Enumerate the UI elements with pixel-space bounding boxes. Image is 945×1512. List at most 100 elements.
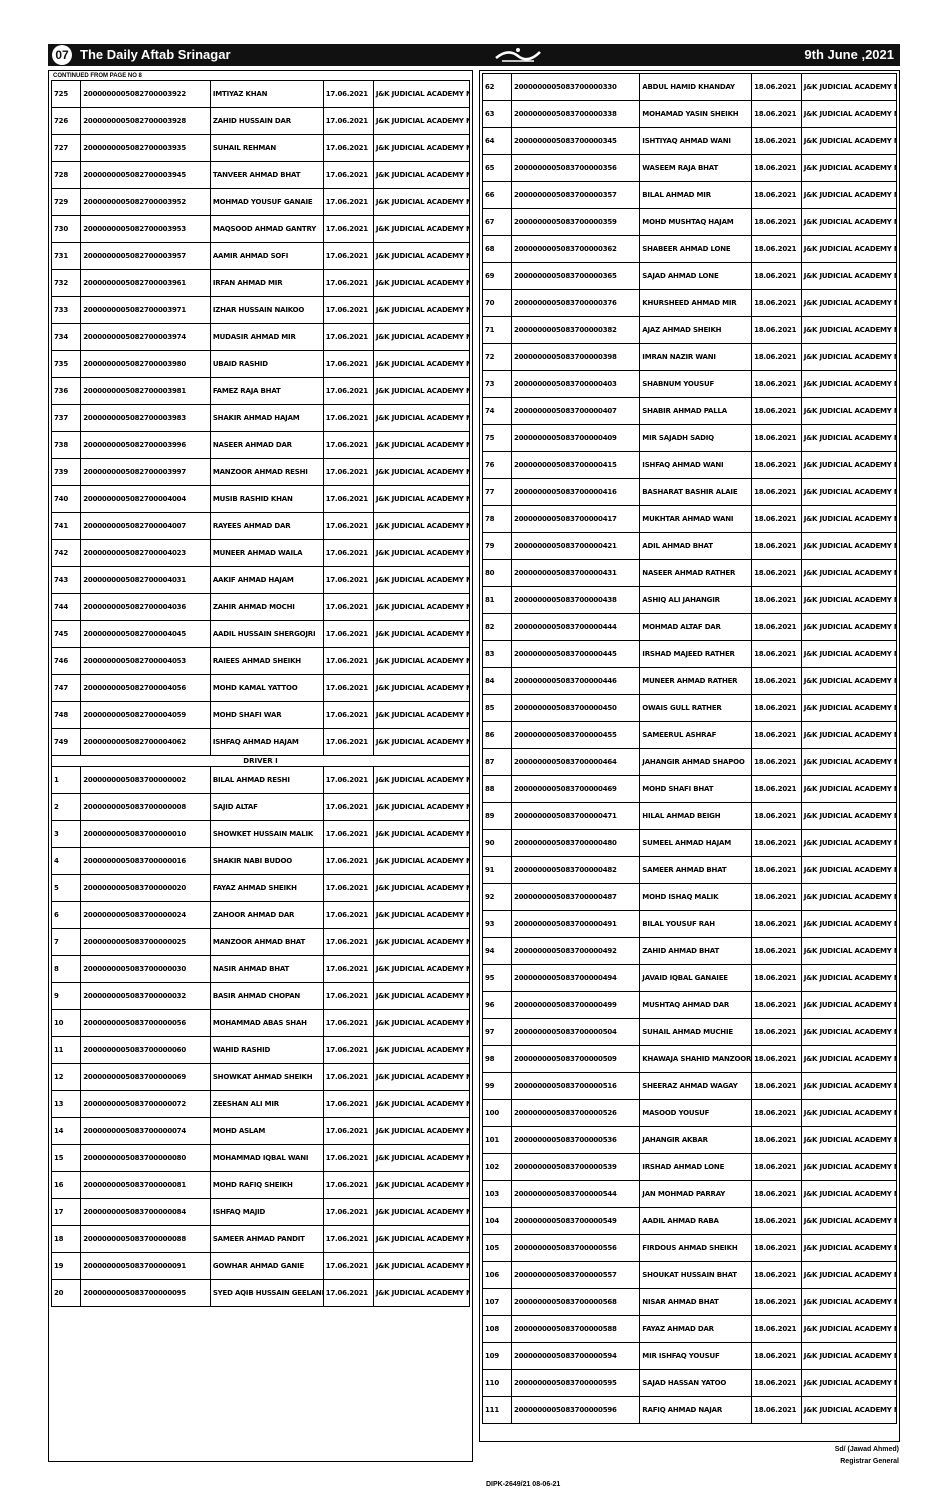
table-cell: ISHTIYAQ AHMAD WANI [639, 127, 753, 155]
table-cell: 65 [482, 154, 512, 182]
table-cell: JAHANGIR AKBAR [639, 1126, 753, 1154]
table-cell: 2000000005083700000088 [80, 1225, 211, 1253]
table-cell: J&K JUDICIAL ACADEMY MOMINABAD, SRINAGAR [800, 640, 898, 668]
table-row: 7 2000000005083700000025 MANZOOR AHMAD BHA… [50, 928, 471, 956]
table-cell: 2000000005082700003983 [80, 404, 211, 432]
table-cell: 2000000005083700000365 [510, 262, 641, 290]
table-cell: 18.06.2021 [751, 289, 802, 317]
issue-date: 9th June ,2021 [804, 47, 894, 62]
table-cell: 72 [482, 343, 512, 371]
table-cell: J&K JUDICIAL ACADEMY MOMINABAD, SRINAGAR [800, 208, 898, 236]
table-cell: 18.06.2021 [751, 694, 802, 722]
table-cell: 18.06.2021 [751, 910, 802, 938]
table-cell: J&K JUDICIAL ACADEMY MOMINABAD, SRINAGAR [800, 316, 898, 344]
table-cell: 17.06.2021 [322, 901, 374, 929]
table-cell: 18.06.2021 [751, 343, 802, 371]
table-row: 5 2000000005083700000020 FAYAZ AHMAD SHEIK… [50, 874, 471, 902]
table-cell: 729 [50, 188, 82, 216]
table-cell: MOHAMMAD IQBAL WANI [209, 1144, 324, 1172]
table-cell: SHEERAZ AHMAD WAGAY [639, 1072, 753, 1100]
table-cell: RAFIQ AHMAD NAJAR [639, 1396, 753, 1424]
table-cell: 17.06.2021 [322, 674, 374, 702]
table-cell: 2000000005083700000345 [510, 127, 641, 155]
table-cell: 84 [482, 667, 512, 695]
table-row: 73 2000000005083700000403 SHABNUM YOUSUF 18… [482, 370, 898, 398]
table-row: 78 2000000005083700000417 MUKHTAR AHMAD WA… [482, 505, 898, 533]
table-cell: 17.06.2021 [322, 874, 374, 902]
table-cell: J&K JUDICIAL ACADEMY MOMINABAD, SRINAGAR [800, 1072, 898, 1100]
table-row: 75 2000000005083700000409 MIR SAJADH SADIQ… [482, 424, 898, 452]
table-cell: 17.06.2021 [322, 847, 374, 875]
table-cell: 2000000005082700004056 [80, 674, 211, 702]
table-cell: 2000000005083700000557 [510, 1261, 641, 1289]
table-cell: SHABNUM YOUSUF [639, 370, 753, 398]
table-row: 6 2000000005083700000024 ZAHOOR AHMAD DAR 1… [50, 901, 471, 929]
table-cell: SHOWKAT AHMAD SHEIKH [209, 1063, 324, 1091]
table-cell: 18.06.2021 [751, 964, 802, 992]
table-cell: 2000000005082700003945 [80, 161, 211, 189]
table-cell: 2000000005083700000330 [510, 73, 641, 101]
table-cell: J&K JUDICIAL ACADEMY MOMINABAD, SRINAGAR [800, 235, 898, 263]
table-cell: 18.06.2021 [751, 370, 802, 398]
table-row: 109 2000000005083700000594 MIR ISHFAQ YOUS… [482, 1342, 898, 1370]
table-cell: 95 [482, 964, 512, 992]
table-cell: 11 [50, 1036, 82, 1064]
table-cell: AADIL AHMAD RABA [639, 1207, 753, 1235]
table-cell: 2000000005082700003996 [80, 431, 211, 459]
table-row: 100 2000000005083700000526 MASOOD YOUSUF 18… [482, 1099, 898, 1127]
table-cell: 107 [482, 1288, 512, 1316]
table-cell: J&K JUDICIAL ACADEMY MOMINABAD, SRINAGAR [800, 1018, 898, 1046]
table-cell: J&K JUDICIAL ACADEMY MOMINABAD, SRINAGAR [800, 1315, 898, 1343]
table-cell: 2000000005083700000499 [510, 991, 641, 1019]
table-row: 743 2000000005082700004031 AAKIF AHMAD HAJ… [50, 566, 471, 594]
table-row: 97 2000000005083700000504 SUHAIL AHMAD MUC… [482, 1018, 898, 1046]
table-cell: SAMEERUL ASHRAF [639, 721, 753, 749]
table-cell: 2000000005082700004031 [80, 566, 211, 594]
table-cell: 2000000005083700000002 [80, 766, 211, 794]
table-cell: 17.06.2021 [322, 620, 374, 648]
table-cell: 726 [50, 107, 82, 135]
table-row: 106 2000000005083700000557 SHOUKAT HUSSAIN… [482, 1261, 898, 1289]
table-cell: 17.06.2021 [322, 512, 374, 540]
table-row: 76 2000000005083700000415 ISHFAQ AHMAD WAN… [482, 451, 898, 479]
table-cell: 73 [482, 370, 512, 398]
table-cell: NISAR AHMAD BHAT [639, 1288, 753, 1316]
table-cell: KHURSHEED AHMAD MIR [639, 289, 753, 317]
table-row: 84 2000000005083700000446 MUNEER AHMAD RAT… [482, 667, 898, 695]
table-cell: 18.06.2021 [751, 1234, 802, 1262]
table-cell: 18.06.2021 [751, 208, 802, 236]
table-cell: J&K JUDICIAL ACADEMY MOMINABAD, SRINAGAR [372, 982, 471, 1010]
table-cell: J&K JUDICIAL ACADEMY MOMINABAD, SRINAGAR [800, 667, 898, 695]
table-cell: AAKIF AHMAD HAJAM [209, 566, 324, 594]
table-cell: 731 [50, 242, 82, 270]
table-cell: 2000000005083700000516 [510, 1072, 641, 1100]
table-cell: BILAL AHMAD RESHI [209, 766, 324, 794]
right-column: 62 2000000005083700000330 ABDUL HAMID KHAN… [479, 70, 900, 1442]
table-cell: MOHD SHAFI BHAT [639, 775, 753, 803]
table-cell: 2000000005083700000526 [510, 1099, 641, 1127]
table-cell: 2000000005083700000091 [80, 1252, 211, 1280]
table-cell: 17.06.2021 [322, 1036, 374, 1064]
table-cell: KHAWAJA SHAHID MANZOOR [639, 1045, 753, 1073]
table-cell: 17.06.2021 [322, 1117, 374, 1145]
table-cell: 2000000005083700000010 [80, 820, 211, 848]
table-cell: 745 [50, 620, 82, 648]
table-cell: MIR ISHFAQ YOUSUF [639, 1342, 753, 1370]
table-cell: J&K JUDICIAL ACADEMY MOMINABAD, SRINAGAR [372, 820, 471, 848]
table-row: 85 2000000005083700000450 OWAIS GULL RATHE… [482, 694, 898, 722]
table-cell: 7 [50, 928, 82, 956]
table-cell: J&K JUDICIAL ACADEMY MOMINABAD, SRINAGAR [800, 1180, 898, 1208]
table-cell: 78 [482, 505, 512, 533]
table-cell: 17.06.2021 [322, 296, 374, 324]
table-cell: J&K JUDICIAL ACADEMY MOMINABAD, SRINAGAR [800, 802, 898, 830]
table-cell: 2000000005083700000415 [510, 451, 641, 479]
table-cell: 66 [482, 181, 512, 209]
table-cell: 733 [50, 296, 82, 324]
table-cell: JAHANGIR AHMAD SHAPOO [639, 748, 753, 776]
table-cell: 18.06.2021 [751, 667, 802, 695]
table-cell: SUMEEL AHMAD HAJAM [639, 829, 753, 857]
table-cell: J&K JUDICIAL ACADEMY MOMINABAD, SRINAGAR [372, 107, 471, 135]
table-cell: J&K JUDICIAL ACADEMY MOMINABAD, SRINAGAR [372, 620, 471, 648]
table-cell: J&K JUDICIAL ACADEMY MOMINABAD, SRINAGAR [372, 1144, 471, 1172]
table-cell: J&K JUDICIAL ACADEMY MOMINABAD, SRINAGAR [372, 134, 471, 162]
